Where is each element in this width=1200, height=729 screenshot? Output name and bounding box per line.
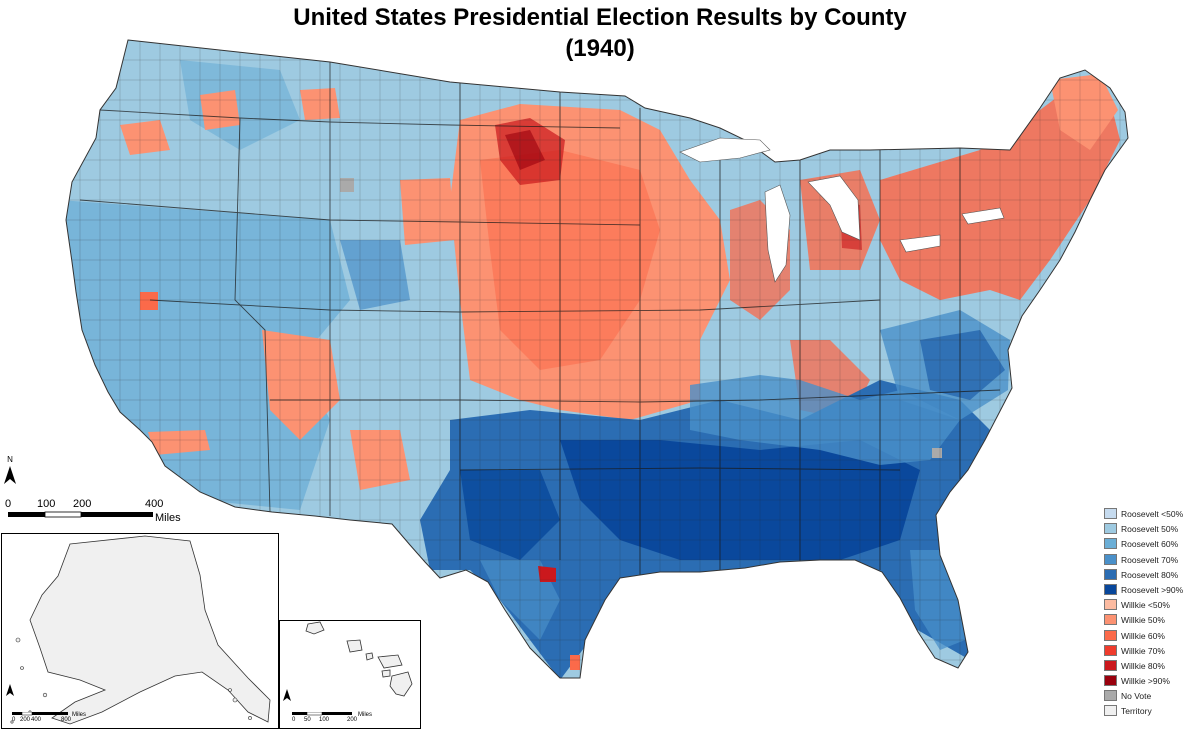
- north-arrow: N: [3, 455, 17, 489]
- alaska-north-arrow: [6, 683, 14, 699]
- hawaii-scale: 0 50 100 200 Miles: [292, 712, 392, 726]
- alaska-scale-tick-800: 800: [61, 717, 72, 723]
- hawaii-north-arrow: [283, 688, 291, 704]
- hawaii-scale-tick-50: 50: [304, 717, 311, 723]
- legend-label: Roosevelt 60%: [1121, 539, 1179, 550]
- hawaii-scale-tick-0: 0: [292, 717, 296, 723]
- legend-label: Roosevelt >90%: [1121, 584, 1184, 595]
- legend-item-roosevelt-50: Roosevelt 50%: [1102, 521, 1198, 536]
- legend-swatch: [1104, 553, 1117, 565]
- alaska-north-arrow-icon: [6, 684, 14, 696]
- alaska-scale-unit: Miles: [72, 712, 87, 718]
- legend-item-roosevelt-70: Roosevelt 70%: [1102, 552, 1198, 567]
- legend-item-willkie-gt90: Willkie >90%: [1102, 673, 1198, 688]
- alaska-scale-tick-0: 0: [12, 717, 16, 723]
- legend-item-willkie-70: Willkie 70%: [1102, 643, 1198, 658]
- hawaii-scale-unit: Miles: [358, 712, 373, 718]
- scale-tick-0: 0: [5, 498, 12, 510]
- legend: Roosevelt <50% Roosevelt 50% Roosevelt 6…: [1102, 506, 1198, 719]
- hawaii-scale-tick-200: 200: [347, 717, 358, 723]
- legend-item-roosevelt-lt50: Roosevelt <50%: [1102, 506, 1198, 521]
- legend-swatch: [1104, 538, 1117, 550]
- great-lakes: [679, 137, 1005, 283]
- legend-swatch: [1104, 599, 1117, 611]
- legend-label: Roosevelt 50%: [1121, 524, 1179, 535]
- legend-item-no-vote: No Vote: [1102, 688, 1198, 703]
- scale-bar-graphic: [8, 511, 153, 518]
- legend-swatch: [1104, 659, 1117, 671]
- alaska-map: [10, 535, 271, 725]
- legend-item-willkie-80: Willkie 80%: [1102, 658, 1198, 673]
- alaska-scale-tick-200: 200: [20, 717, 31, 723]
- legend-label: Roosevelt <50%: [1121, 509, 1184, 519]
- legend-swatch: [1104, 644, 1117, 656]
- legend-item-roosevelt-60: Roosevelt 60%: [1102, 536, 1198, 551]
- hawaii-scale-tick-100: 100: [319, 717, 330, 723]
- legend-label: Willkie >90%: [1121, 676, 1170, 687]
- scale-tick-200: 200: [73, 498, 92, 510]
- legend-label: Willkie 50%: [1121, 615, 1165, 626]
- scale-tick-400: 400: [145, 498, 164, 510]
- legend-swatch: [1104, 705, 1117, 717]
- legend-swatch: [1104, 629, 1117, 641]
- map-year: (1940): [565, 35, 635, 62]
- north-label: N: [7, 455, 13, 464]
- legend-label: Willkie <50%: [1121, 600, 1170, 611]
- scale-unit: Miles: [155, 512, 181, 524]
- legend-item-willkie-50: Willkie 50%: [1102, 612, 1198, 627]
- legend-label: Roosevelt 70%: [1121, 554, 1179, 565]
- hawaii-map: [305, 621, 413, 697]
- legend-item-willkie-lt50: Willkie <50%: [1102, 597, 1198, 612]
- alaska-scale-bar: [12, 712, 68, 716]
- legend-swatch: [1104, 614, 1117, 626]
- legend-swatch: [1104, 568, 1117, 580]
- alaska-scale: 0 200 400 800 Miles: [12, 712, 102, 726]
- north-arrow-icon: [4, 466, 16, 484]
- legend-label: Willkie 80%: [1121, 660, 1165, 671]
- legend-label: No Vote: [1121, 691, 1152, 702]
- legend-item-roosevelt-gt90: Roosevelt >90%: [1102, 582, 1198, 597]
- alaska-scale-tick-400: 400: [31, 717, 42, 723]
- hawaii-north-arrow-icon: [283, 689, 291, 701]
- legend-item-roosevelt-80: Roosevelt 80%: [1102, 567, 1198, 582]
- legend-swatch: [1104, 583, 1117, 595]
- scale-bar: 0 100 200 400 Miles: [5, 498, 195, 528]
- scale-tick-100: 100: [37, 498, 56, 510]
- map-title: United States Presidential Election Resu…: [293, 4, 907, 31]
- legend-swatch: [1104, 675, 1117, 687]
- hawaii-scale-bar: [292, 712, 352, 716]
- legend-swatch: [1104, 523, 1117, 535]
- legend-swatch: [1104, 690, 1117, 702]
- legend-item-territory: Territory: [1102, 703, 1198, 718]
- legend-label: Willkie 60%: [1121, 630, 1165, 641]
- alaska-inset: [1, 533, 279, 729]
- legend-label: Roosevelt 80%: [1121, 569, 1179, 580]
- legend-swatch: [1104, 508, 1117, 519]
- legend-item-willkie-60: Willkie 60%: [1102, 628, 1198, 643]
- legend-label: Willkie 70%: [1121, 645, 1165, 656]
- legend-label: Territory: [1121, 706, 1152, 717]
